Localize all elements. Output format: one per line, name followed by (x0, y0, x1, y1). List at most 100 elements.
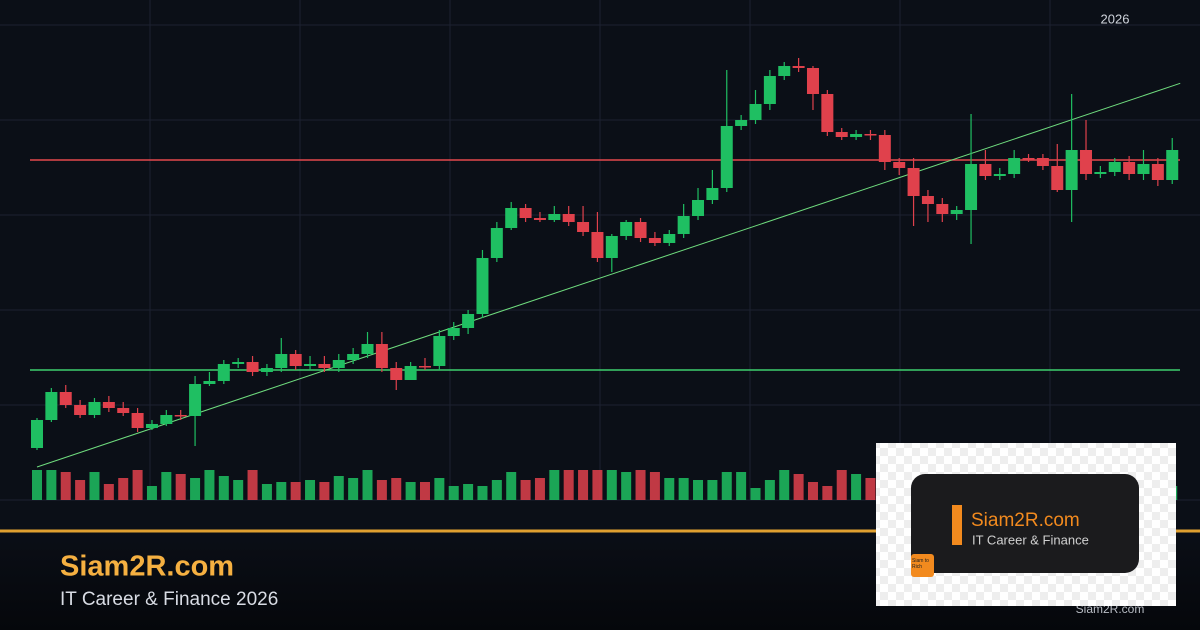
candle-body (577, 222, 590, 232)
logo-title: Siam2R.com (971, 510, 1080, 531)
volume-bar (721, 472, 732, 500)
candle-body (217, 364, 230, 381)
candle-body (404, 366, 417, 380)
volume-bar (764, 480, 775, 500)
candle-body (979, 164, 992, 176)
volume-bar (606, 470, 617, 500)
volume-bar (822, 486, 833, 500)
volume-bar (204, 470, 215, 500)
candle-body (735, 120, 748, 126)
candle-body (59, 392, 72, 405)
volume-bar (664, 478, 675, 500)
volume-bar (779, 470, 790, 500)
volume-bar (305, 480, 316, 500)
volume-bar (750, 488, 761, 500)
candle-body (936, 204, 949, 214)
logo-badge (911, 554, 934, 577)
candle-body (447, 328, 460, 336)
candle-body (965, 164, 978, 210)
volume-bar (146, 486, 157, 500)
candle-body (102, 402, 115, 408)
volume-bar (534, 478, 545, 500)
volume-bar (693, 480, 704, 500)
candle-body (433, 336, 446, 366)
candle-body (878, 135, 891, 162)
volume-bar (477, 486, 488, 500)
candle-body (1123, 162, 1136, 174)
volume-bar (175, 474, 186, 500)
candle-body (792, 66, 805, 68)
candle-body (720, 126, 733, 188)
volume-bar (118, 478, 129, 500)
candle-body (275, 354, 288, 368)
volume-bar (60, 472, 71, 500)
candle-body (505, 208, 518, 228)
candle-body (519, 208, 532, 218)
volume-bar (319, 482, 330, 500)
volume-bar (649, 472, 660, 500)
brand-title: Siam2R.com (60, 551, 234, 583)
volume-bar (190, 478, 201, 500)
candle-body (131, 413, 144, 428)
candle-body (634, 222, 647, 238)
volume-bar (89, 472, 100, 500)
candle-body (1036, 158, 1049, 166)
volume-bar (376, 480, 387, 500)
volume-bar (103, 484, 114, 500)
candle-body (418, 366, 431, 368)
volume-bar (419, 482, 430, 500)
candle-body (663, 234, 676, 243)
candle-body (620, 222, 633, 236)
volume-bar (549, 470, 560, 500)
volume-bar (391, 478, 402, 500)
candle-body (145, 424, 158, 428)
candle-body (45, 392, 58, 420)
trend-line (36, 82, 1181, 468)
candle-body (490, 228, 503, 258)
volume-bar (276, 482, 287, 500)
candle-body (390, 368, 403, 380)
volume-bar (448, 486, 459, 500)
candle-body (806, 68, 819, 94)
volume-bar (592, 470, 603, 500)
volume-bar (491, 480, 502, 500)
volume-bar (290, 482, 301, 500)
volume-bar (218, 476, 229, 500)
candle-body (74, 405, 87, 415)
volume-bar (161, 472, 172, 500)
volume-bar (851, 474, 862, 500)
candle-body (591, 232, 604, 258)
brand-subtitle: IT Career & Finance 2026 (60, 589, 278, 610)
candle-body (1166, 150, 1179, 180)
volume-bar (520, 480, 531, 500)
vertical-grid (149, 0, 1051, 500)
candle-body (289, 354, 302, 366)
badge-text: Siam to Rich (912, 558, 929, 570)
candle-body (835, 132, 848, 137)
candle-body (562, 214, 575, 222)
candle-body (462, 314, 475, 328)
candle-body (1094, 172, 1107, 174)
volume-bar (621, 472, 632, 500)
candle-body (648, 238, 661, 243)
candle-body (318, 364, 331, 368)
candle-body (692, 200, 705, 216)
volume-bar (261, 484, 272, 500)
candle-body (605, 236, 618, 258)
volume-bar (434, 478, 445, 500)
volume-bar (506, 472, 517, 500)
candle-body (476, 258, 489, 314)
candle-body (749, 104, 762, 120)
candle-body (778, 66, 791, 76)
candle-body (821, 94, 834, 132)
candle-body (246, 362, 259, 372)
volume-bar (463, 484, 474, 500)
candle-body (1108, 162, 1121, 172)
candle-body (864, 134, 877, 136)
candle-body (1080, 150, 1093, 174)
volume-bar (563, 470, 574, 500)
logo-bar (952, 505, 962, 545)
volume-bar (836, 470, 847, 500)
volume-bar (233, 480, 244, 500)
